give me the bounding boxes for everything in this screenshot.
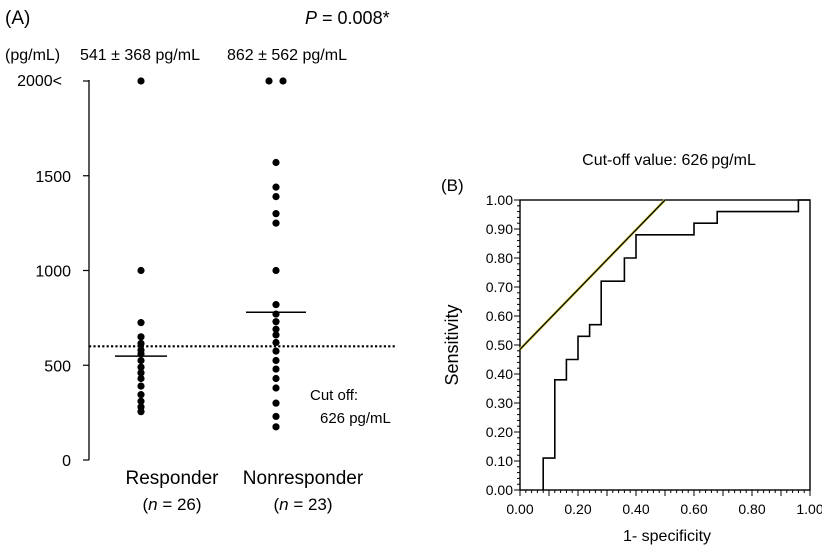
nonresponder-point bbox=[272, 374, 280, 383]
nonresponder-point bbox=[272, 384, 280, 392]
b-y-tick-label: 0.00 bbox=[486, 482, 513, 498]
b-axis-ticks bbox=[514, 199, 811, 496]
nonresponder-point bbox=[279, 77, 287, 85]
responder-point bbox=[137, 333, 145, 341]
nonresponder-n-open: ( bbox=[273, 495, 279, 514]
b-x-tick-label: 0.80 bbox=[738, 501, 765, 517]
responder-stat: 541 ± 368 pg/mL bbox=[80, 47, 200, 64]
nonresponder-point bbox=[272, 183, 280, 191]
b-y-tick-label: 0.70 bbox=[486, 279, 513, 295]
b-x-tick-label: 0.40 bbox=[622, 501, 649, 517]
cutoff-label-1: Cut off: bbox=[310, 387, 358, 404]
responder-point bbox=[137, 397, 145, 405]
responder-point bbox=[137, 374, 145, 383]
b-x-axis-label: 1- specificity bbox=[623, 528, 711, 545]
responder-n-var: n bbox=[148, 495, 157, 514]
y-unit-label: (pg/mL) bbox=[5, 47, 60, 64]
nonresponder-point bbox=[272, 266, 280, 275]
b-x-tick-label: 0.60 bbox=[680, 501, 707, 517]
b-y-tick-label: 0.60 bbox=[486, 308, 513, 324]
a-y-tick-labels: 0 500 1000 1500 bbox=[35, 169, 71, 470]
panel-b-label: (B) bbox=[441, 176, 464, 195]
a-y-tick-label: 0 bbox=[62, 453, 71, 470]
a-y-tick-label: 500 bbox=[44, 358, 71, 375]
p-value-text: = 0.008* bbox=[317, 8, 390, 28]
a-median-lines bbox=[115, 311, 306, 357]
nonresponder-point bbox=[272, 192, 280, 201]
nonresponder-n: (n = 23) bbox=[273, 495, 332, 514]
responder-point bbox=[137, 356, 145, 365]
responder-n-value: = 26) bbox=[158, 495, 202, 514]
responder-n: (n = 26) bbox=[142, 495, 201, 514]
nonresponder-point bbox=[272, 318, 280, 326]
b-y-axis-label: Sensitivity bbox=[442, 304, 462, 385]
b-x-tick-label: 1.00 bbox=[796, 501, 822, 517]
nonresponder-point bbox=[272, 338, 280, 347]
y-cap-label: 2000< bbox=[17, 73, 62, 90]
b-x-tick-label: 0.20 bbox=[564, 501, 591, 517]
nonresponder-point bbox=[272, 347, 280, 355]
responder-label: Responder bbox=[126, 468, 220, 489]
cutoff-label-2: 626 pg/mL bbox=[320, 410, 391, 427]
roc-plot-frame bbox=[519, 199, 811, 491]
responder-point bbox=[137, 369, 145, 377]
b-y-tick-label: 0.50 bbox=[486, 337, 513, 353]
nonresponder-point bbox=[272, 219, 280, 227]
nonresponder-n-value: = 23) bbox=[289, 495, 333, 514]
nonresponder-point bbox=[272, 325, 280, 333]
b-y-tick-label: 1.00 bbox=[486, 192, 513, 208]
responder-point bbox=[137, 408, 145, 416]
b-x-tick-label: 0.00 bbox=[506, 501, 533, 517]
nonresponder-point bbox=[272, 158, 280, 167]
responder-point bbox=[137, 77, 145, 85]
nonresponder-point bbox=[265, 77, 273, 85]
responder-point bbox=[137, 391, 145, 399]
b-x-tick-labels: 0.00 0.20 0.40 0.60 0.80 1.00 bbox=[506, 501, 822, 517]
nonresponder-point bbox=[272, 412, 280, 421]
responder-point bbox=[137, 363, 145, 371]
b-y-tick-label: 0.20 bbox=[486, 424, 513, 440]
b-y-tick-label: 0.40 bbox=[486, 366, 513, 382]
panel-b-title: Cut-off value: 626 pg/mL bbox=[582, 152, 756, 169]
nonresponder-point bbox=[272, 365, 280, 373]
nonresponder-stat: 862 ± 562 pg/mL bbox=[227, 47, 347, 64]
p-value-symbol: P bbox=[305, 8, 317, 28]
a-y-tick-label: 1000 bbox=[35, 264, 71, 281]
b-y-tick-label: 0.10 bbox=[486, 453, 513, 469]
tangent-line bbox=[519, 199, 666, 350]
panel-a-label: (A) bbox=[5, 8, 30, 29]
a-y-ticks bbox=[83, 80, 89, 461]
nonresponder-point bbox=[272, 399, 280, 407]
p-value: P = 0.008* bbox=[305, 8, 390, 28]
b-y-tick-label: 0.80 bbox=[486, 250, 513, 266]
a-y-tick-label: 1500 bbox=[35, 169, 71, 186]
responder-point bbox=[137, 319, 145, 327]
responder-n-open: ( bbox=[142, 495, 148, 514]
nonresponder-point bbox=[272, 331, 280, 339]
nonresponder-point bbox=[272, 423, 280, 431]
nonresponder-n-var: n bbox=[279, 495, 288, 514]
b-y-tick-label: 0.30 bbox=[486, 395, 513, 411]
responder-point bbox=[137, 266, 145, 275]
nonresponder-point bbox=[272, 210, 280, 218]
panel-a: (A) P = 0.008* (pg/mL) 541 ± 368 pg/mL 8… bbox=[5, 8, 395, 514]
responder-point bbox=[137, 339, 145, 348]
nonresponder-point bbox=[272, 356, 280, 365]
b-y-tick-label: 0.90 bbox=[486, 221, 513, 237]
nonresponder-point bbox=[272, 301, 280, 309]
nonresponder-label: Nonresponder bbox=[243, 468, 364, 489]
b-y-tick-labels: 0.00 0.10 0.20 0.30 0.40 0.50 0.60 0.70 0.80 0.90… bbox=[486, 192, 513, 498]
roc-curve bbox=[542, 199, 810, 490]
a-data-points bbox=[137, 77, 287, 431]
responder-point bbox=[137, 382, 145, 390]
panel-b: (B) Cut-off value: 626 pg/mL 0.00 0.10 0.2… bbox=[441, 152, 822, 545]
